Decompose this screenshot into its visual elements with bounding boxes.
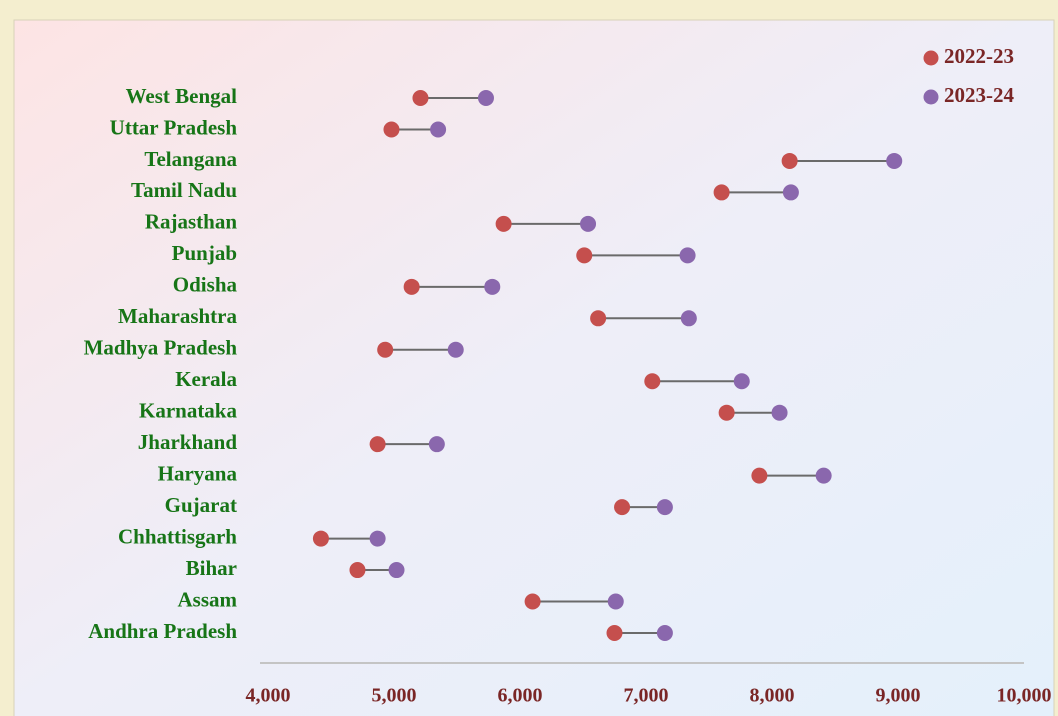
- x-tick-label: 4,000: [246, 685, 291, 707]
- dot: [751, 467, 768, 484]
- category-label: Rajasthan: [145, 210, 238, 234]
- category-label: Madhya Pradesh: [84, 336, 238, 360]
- dot: [412, 90, 429, 106]
- category-label: Punjab: [172, 241, 237, 265]
- category-label: Gujarat: [165, 493, 237, 517]
- dot: [781, 152, 798, 169]
- dot: [680, 310, 697, 327]
- dot: [383, 121, 400, 138]
- category-label: Uttar Pradesh: [110, 115, 238, 139]
- category-label: Odisha: [173, 273, 238, 297]
- category-label: Jharkhand: [138, 430, 238, 454]
- dot: [713, 184, 730, 201]
- category-label: Assam: [177, 587, 237, 611]
- dot: [656, 499, 673, 516]
- x-tick-label: 9,000: [876, 685, 921, 707]
- x-tick-label: 5,000: [372, 685, 417, 707]
- dot: [377, 341, 394, 358]
- dot: [428, 436, 445, 453]
- category-label: Tamil Nadu: [131, 178, 237, 202]
- x-tick-label: 6,000: [498, 685, 543, 707]
- dot: [477, 90, 494, 106]
- dot: [606, 624, 623, 641]
- dot: [718, 404, 735, 421]
- category-label: West Bengal: [126, 84, 238, 108]
- dot: [312, 530, 329, 547]
- dot: [349, 562, 366, 579]
- dot: [815, 467, 832, 484]
- dot: [733, 373, 750, 390]
- dot: [403, 278, 420, 295]
- x-tick-label: 7,000: [624, 685, 669, 707]
- dot: [679, 247, 696, 264]
- legend-marker: [923, 89, 939, 105]
- dot: [430, 121, 447, 138]
- legend-label: 2023-24: [944, 83, 1014, 107]
- dot: [886, 152, 903, 169]
- dot: [369, 436, 386, 453]
- dot: [590, 310, 607, 327]
- x-tick-label: 10,000: [997, 685, 1052, 707]
- x-tick-label: 8,000: [750, 685, 795, 707]
- dot: [782, 184, 799, 201]
- dot: [447, 341, 464, 358]
- dot: [495, 215, 512, 232]
- dot: [576, 247, 593, 264]
- dot: [524, 593, 541, 610]
- category-label: Maharashtra: [118, 304, 237, 328]
- category-label: Telangana: [144, 147, 237, 171]
- category-label: Bihar: [186, 556, 237, 580]
- dot: [369, 530, 386, 547]
- dot: [388, 562, 405, 579]
- dot: [656, 624, 673, 641]
- dot: [580, 215, 597, 232]
- dot: [644, 373, 661, 390]
- category-label: Kerala: [175, 367, 237, 391]
- legend-marker: [923, 50, 939, 66]
- dot: [607, 593, 624, 610]
- dot: [771, 404, 788, 421]
- category-label: Chhattisgarh: [118, 524, 237, 548]
- legend-label: 2022-23: [944, 44, 1014, 68]
- dot: [484, 278, 501, 295]
- category-label: Haryana: [158, 461, 238, 485]
- dot: [614, 499, 631, 516]
- category-label: Andhra Pradesh: [88, 619, 237, 643]
- category-label: Karnataka: [139, 399, 238, 423]
